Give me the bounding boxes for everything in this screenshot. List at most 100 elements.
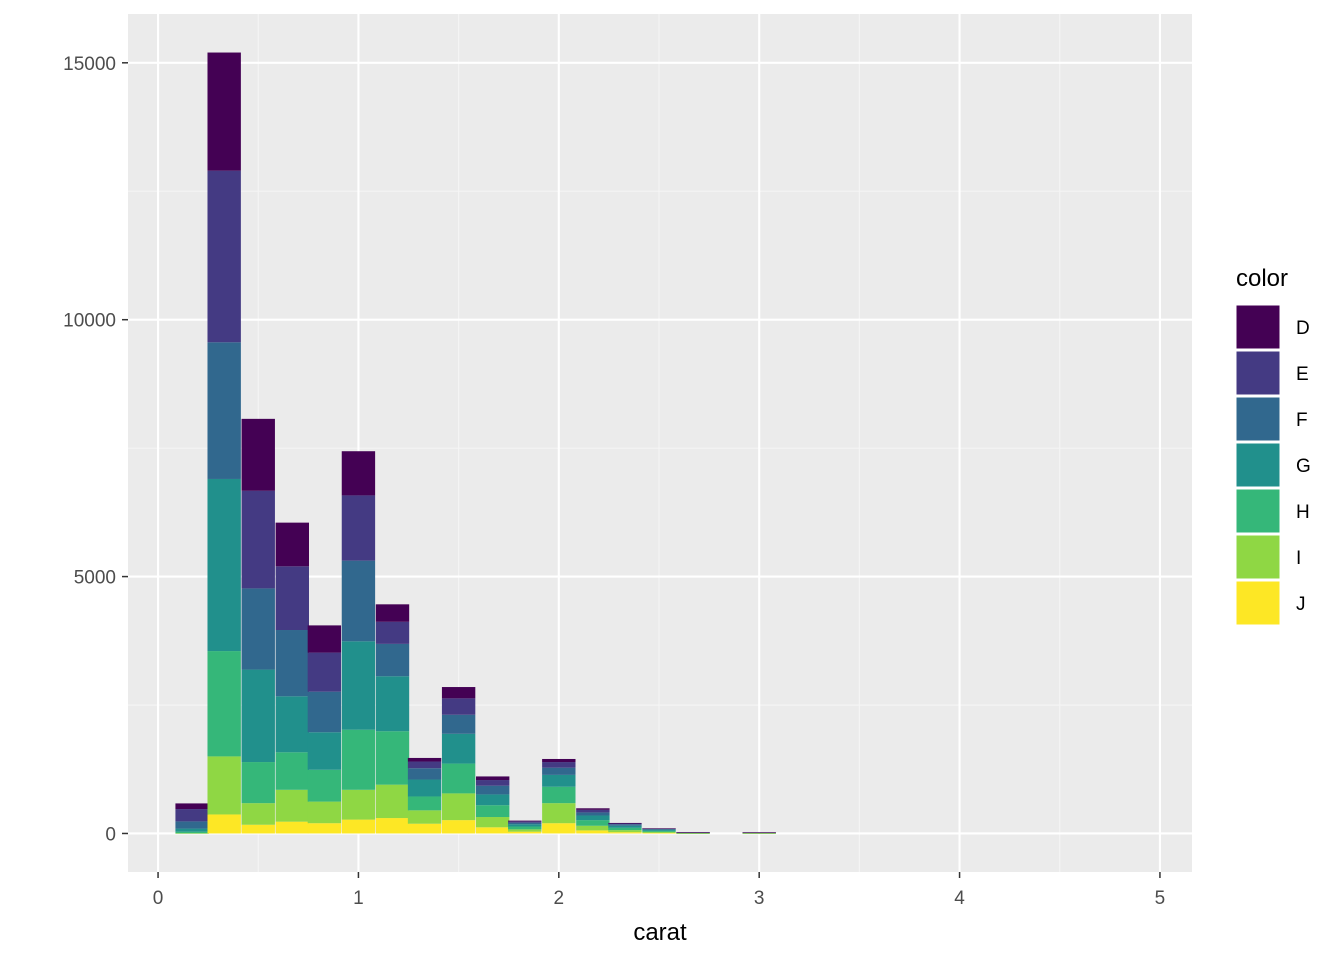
bar-segment-J [407, 823, 442, 834]
bar-segment-J [275, 821, 310, 834]
bar-segment-I [542, 803, 576, 824]
legend-key-H [1235, 488, 1281, 534]
legend-key-D [1235, 304, 1281, 350]
bar-segment-E [441, 698, 476, 715]
y-tick-label: 15000 [63, 54, 116, 75]
bar-segment-D [608, 822, 642, 824]
bar-segment-E [608, 823, 642, 825]
bar-segment-G [475, 794, 510, 806]
bar-segment-J [441, 820, 476, 834]
bar-segment-G [175, 828, 209, 832]
x-axis: 0 1 2 3 4 5 [153, 872, 1165, 909]
bar-segment-F [441, 714, 476, 734]
bar-segment-I [475, 817, 510, 828]
bar-segment-D [642, 828, 676, 829]
bar-segment-D [508, 820, 542, 822]
bar-segment-J [642, 832, 676, 834]
bar-segment-D [175, 803, 209, 810]
legend-items: D E F G H I J [1235, 304, 1311, 626]
bar-segment-H [241, 762, 275, 804]
bar-segment-F [207, 342, 241, 479]
bar-segment-E [508, 821, 542, 823]
legend-key-I [1235, 534, 1281, 580]
bar-segment-I [642, 831, 676, 833]
bar-segment-H [642, 830, 676, 832]
bar-segment-E [407, 761, 442, 769]
legend-key-J [1235, 580, 1281, 626]
bar-segment-I [608, 830, 642, 833]
bar-segment-G [508, 824, 542, 827]
bar-segment-E [275, 566, 310, 631]
bar-segment-I [207, 756, 241, 815]
bar-segment-G [576, 815, 610, 821]
bar-segment-H [175, 831, 209, 834]
bar-segment-E [542, 762, 576, 768]
legend-label-I: I [1296, 548, 1301, 569]
bar-segment-G [608, 825, 642, 828]
legend: color D E F G H I J [1235, 265, 1311, 626]
legend-label-E: E [1296, 364, 1309, 385]
bar-segment-E [207, 170, 241, 343]
bar-segment-F [341, 560, 376, 642]
legend-title: color [1236, 265, 1288, 292]
bar-segment-D [341, 451, 376, 496]
minor-gridlines [128, 14, 1192, 872]
bar-segment-H [341, 729, 376, 790]
x-tick-label: 3 [754, 888, 765, 909]
bar-segment-H [407, 796, 442, 811]
bar-segment-G [441, 733, 476, 764]
bar-segment-I [508, 829, 542, 832]
bar-segment-F [175, 821, 209, 829]
bar-segment-F [642, 828, 676, 830]
bar-segment-D [542, 758, 576, 763]
bar-segment-H [275, 752, 310, 790]
bar-segment-I [175, 833, 209, 834]
x-tick-label: 0 [153, 888, 164, 909]
bar-segment-J [207, 814, 241, 834]
legend-key-F [1235, 396, 1281, 442]
bar-segment-I [375, 784, 410, 819]
bar-segment-D [275, 522, 310, 567]
bar-segment-H [375, 731, 410, 785]
legend-label-D: D [1296, 318, 1310, 339]
bar-segment-H [475, 805, 510, 818]
bar-segment-J [341, 819, 376, 834]
y-tick-label: 0 [105, 824, 116, 845]
legend-key-E [1235, 350, 1281, 396]
bar-segment-I [241, 803, 275, 825]
bar-segment-J [608, 832, 642, 834]
bar-segment-I [275, 789, 310, 822]
histogram-bars [175, 52, 776, 834]
bar-segment-E [307, 652, 342, 692]
legend-label-G: G [1296, 456, 1311, 477]
bar-segment-H [508, 826, 542, 830]
bar-segment-D [407, 757, 442, 762]
bar-segment-E [175, 809, 209, 822]
bar-segment-G [241, 669, 275, 763]
bar-segment-F [375, 643, 410, 677]
bar-segment-G [341, 641, 376, 730]
x-tick-label: 2 [554, 888, 565, 909]
bar-segment-J [307, 823, 342, 834]
bar-segment-D [742, 832, 776, 833]
bar-segment-G [542, 774, 576, 787]
bar-segment-F [407, 768, 442, 780]
x-axis-title: carat [633, 919, 687, 946]
bar-segment-F [608, 824, 642, 826]
bar-segment-F [576, 812, 610, 816]
bar-segment-I [341, 789, 376, 820]
bar-segment-F [475, 785, 510, 795]
bar-segment-D [375, 604, 410, 622]
bar-segment-D [475, 776, 510, 781]
bar-segment-D [307, 625, 342, 653]
bar-segment-J [241, 824, 275, 834]
bar-segment-E [475, 780, 510, 786]
y-tick-label: 5000 [74, 568, 116, 589]
bar-segment-E [341, 495, 376, 561]
legend-label-F: F [1296, 410, 1308, 431]
bar-segment-I [307, 801, 342, 824]
bar-segment-J [475, 827, 510, 834]
bar-segment-I [441, 793, 476, 821]
bar-segment-G [407, 779, 442, 797]
bar-segment-E [375, 621, 410, 644]
